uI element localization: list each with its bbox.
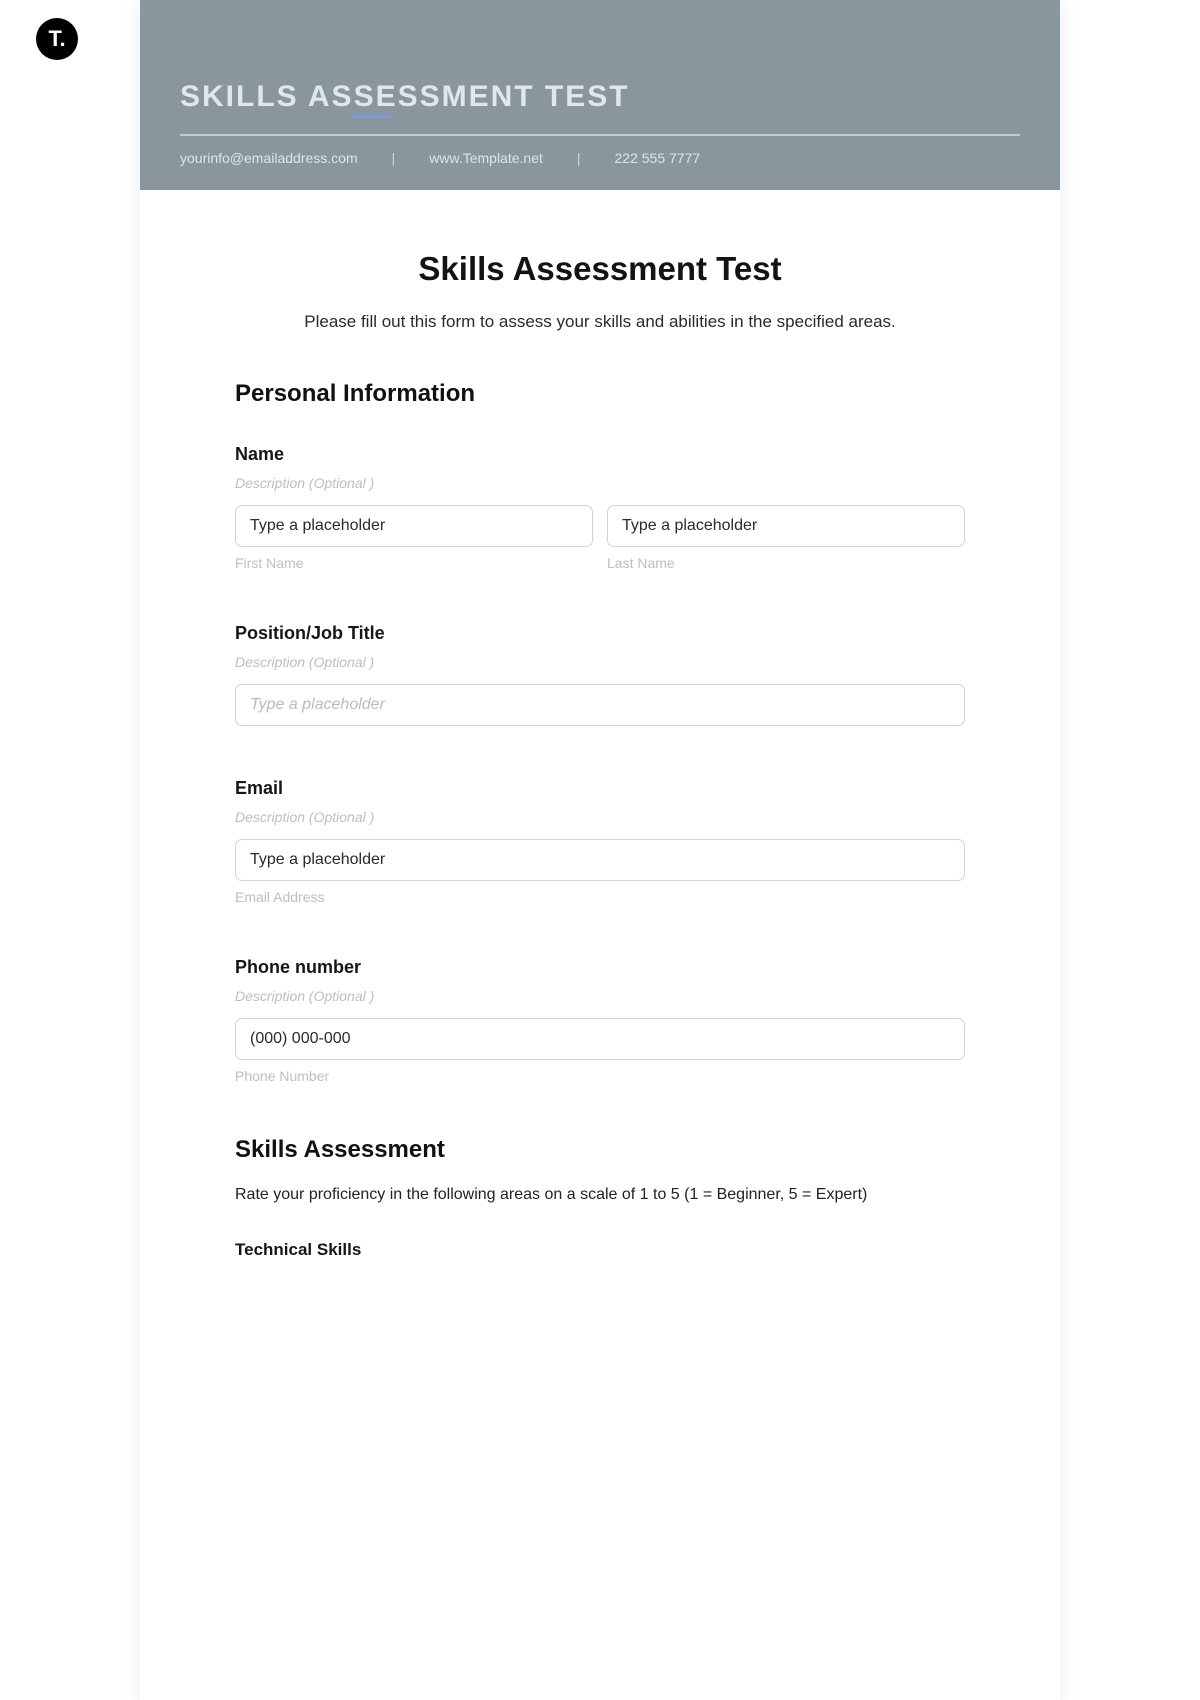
phone-description: Description (Optional ) <box>235 988 965 1004</box>
header-banner: SKILLS ASSESSMENT TEST yourinfo@emailadd… <box>140 0 1060 190</box>
phone-sublabel: Phone Number <box>235 1068 965 1084</box>
first-name-sublabel: First Name <box>235 555 593 571</box>
last-name-sublabel: Last Name <box>607 555 965 571</box>
email-sublabel: Email Address <box>235 889 965 905</box>
phone-label: Phone number <box>235 957 965 978</box>
email-description: Description (Optional ) <box>235 809 965 825</box>
page-title: Skills Assessment Test <box>235 250 965 288</box>
email-input[interactable] <box>235 839 965 881</box>
name-label: Name <box>235 444 965 465</box>
contact-website: www.Template.net <box>429 150 543 166</box>
phone-input[interactable] <box>235 1018 965 1060</box>
intro-text: Please fill out this form to assess your… <box>235 312 965 332</box>
last-name-column: Last Name <box>607 505 965 571</box>
logo-badge: T. <box>36 18 78 60</box>
name-input-row: First Name Last Name <box>235 505 965 571</box>
position-field-group: Position/Job Title Description (Optional… <box>235 623 965 726</box>
banner-title-text: SKILLS ASSESSMENT TEST <box>180 80 630 113</box>
skills-assessment-heading: Skills Assessment <box>235 1136 965 1164</box>
email-label: Email <box>235 778 965 799</box>
banner-divider <box>180 134 1020 136</box>
document-page: SKILLS ASSESSMENT TEST yourinfo@emailadd… <box>140 0 1060 1700</box>
contact-row: yourinfo@emailaddress.com | www.Template… <box>180 150 1020 166</box>
position-input[interactable] <box>235 684 965 726</box>
position-description: Description (Optional ) <box>235 654 965 670</box>
position-label: Position/Job Title <box>235 623 965 644</box>
last-name-input[interactable] <box>607 505 965 547</box>
contact-email: yourinfo@emailaddress.com <box>180 150 358 166</box>
first-name-input[interactable] <box>235 505 593 547</box>
phone-field-group: Phone number Description (Optional ) Pho… <box>235 957 965 1084</box>
first-name-column: First Name <box>235 505 593 571</box>
name-field-group: Name Description (Optional ) First Name … <box>235 444 965 571</box>
content-area: Skills Assessment Test Please fill out t… <box>140 190 1060 1300</box>
name-description: Description (Optional ) <box>235 475 965 491</box>
personal-info-heading: Personal Information <box>235 380 965 408</box>
banner-underline <box>352 115 392 118</box>
skills-assessment-description: Rate your proficiency in the following a… <box>235 1186 965 1204</box>
contact-separator: | <box>577 150 581 166</box>
contact-separator: | <box>392 150 396 166</box>
banner-title: SKILLS ASSESSMENT TEST <box>180 80 1020 126</box>
technical-skills-heading: Technical Skills <box>235 1240 965 1260</box>
logo-text: T. <box>48 26 65 52</box>
email-field-group: Email Description (Optional ) Email Addr… <box>235 778 965 905</box>
contact-phone: 222 555 7777 <box>615 150 701 166</box>
